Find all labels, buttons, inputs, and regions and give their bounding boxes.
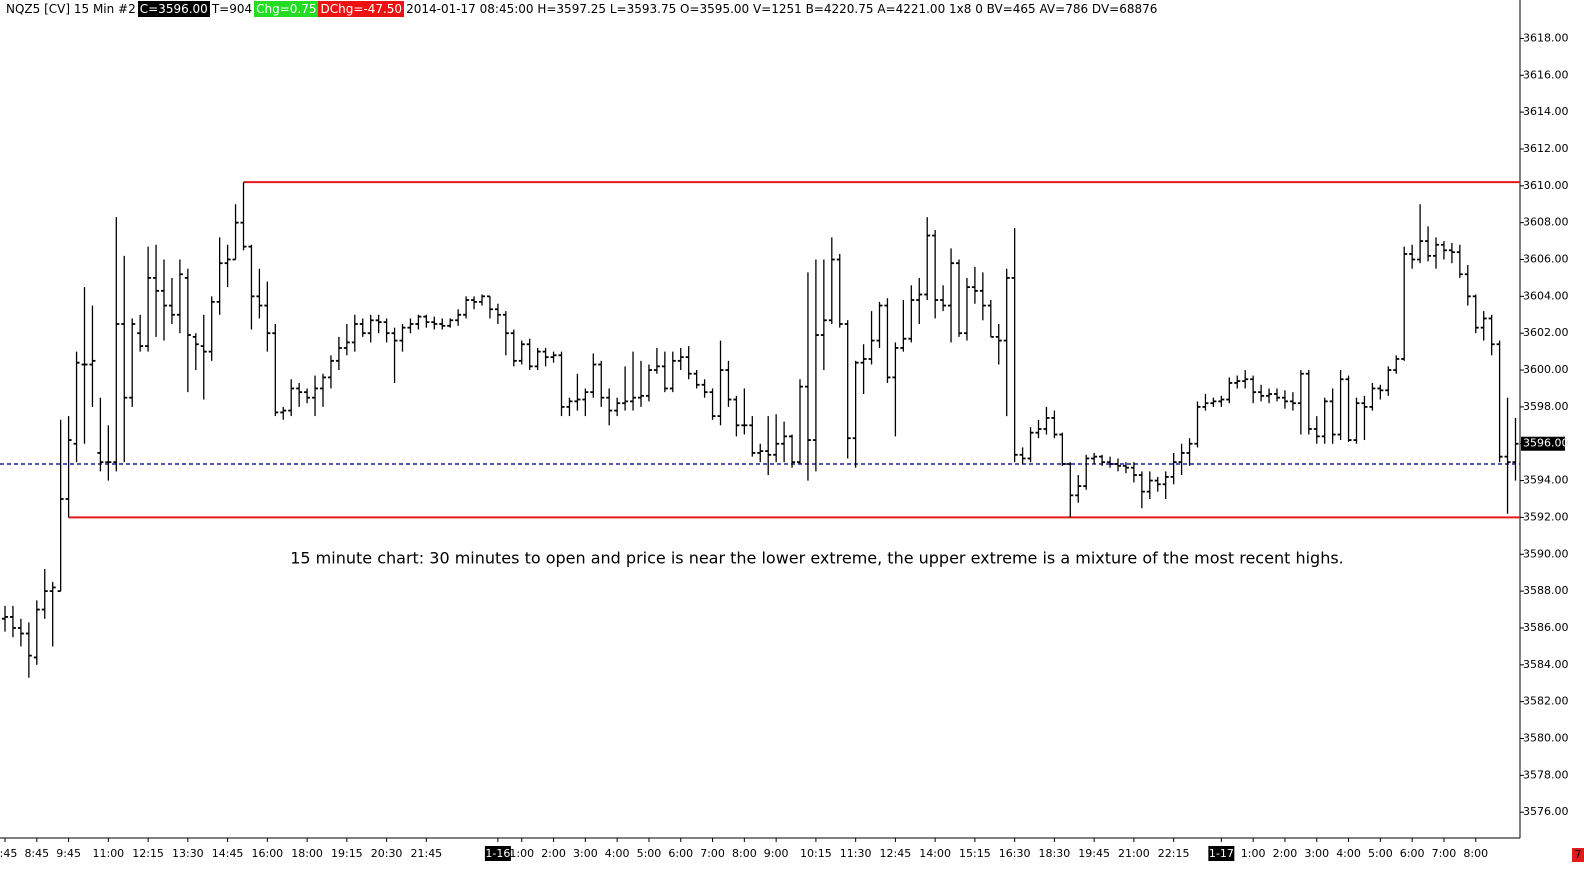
y-tick-label: 3598.00 bbox=[1523, 400, 1569, 413]
y-tick-label: 3602.00 bbox=[1523, 326, 1569, 339]
y-tick-label: 3588.00 bbox=[1523, 584, 1569, 597]
x-tick-label: 12:45 bbox=[880, 847, 912, 860]
x-tick-label: 3:00 bbox=[1304, 847, 1329, 860]
header-item: T=904 bbox=[211, 2, 253, 16]
x-tick-label: 9:45 bbox=[56, 847, 81, 860]
y-tick-label: 3582.00 bbox=[1523, 695, 1569, 708]
y-tick-label: 3590.00 bbox=[1523, 547, 1569, 560]
x-tick-label: 1-16 bbox=[485, 847, 510, 860]
y-tick-label: 3604.00 bbox=[1523, 289, 1569, 302]
x-tick-label: 5:00 bbox=[637, 847, 662, 860]
x-tick-label: 1-17 bbox=[1209, 847, 1234, 860]
x-tick-label: 8:00 bbox=[1463, 847, 1488, 860]
x-tick-label: 16:00 bbox=[251, 847, 283, 860]
x-tick-label: 13:30 bbox=[172, 847, 204, 860]
header-item: DChg=-47.50 bbox=[318, 1, 405, 17]
y-tick-label: 3592.00 bbox=[1523, 510, 1569, 523]
x-tick-label: 5:00 bbox=[1368, 847, 1393, 860]
x-tick-label: 2:00 bbox=[1273, 847, 1298, 860]
x-tick-label: 1:00 bbox=[1241, 847, 1266, 860]
date-marker-bg bbox=[484, 846, 511, 861]
x-tick-label: 15:15 bbox=[959, 847, 991, 860]
x-tick-label: 10:15 bbox=[800, 847, 832, 860]
y-tick-label: 3578.00 bbox=[1523, 768, 1569, 781]
corner-bg bbox=[1572, 848, 1584, 862]
x-tick-label: 18:00 bbox=[291, 847, 323, 860]
x-tick-label: 7:00 bbox=[700, 847, 725, 860]
y-tick-label: 3586.00 bbox=[1523, 621, 1569, 634]
y-tick-label: 3614.00 bbox=[1523, 105, 1569, 118]
y-tick-label: 3616.00 bbox=[1523, 68, 1569, 81]
y-tick-label: 3600.00 bbox=[1523, 363, 1569, 376]
x-tick-label: 7:00 bbox=[1432, 847, 1457, 860]
x-tick-label: 21:00 bbox=[1118, 847, 1150, 860]
x-tick-label: 11:30 bbox=[840, 847, 872, 860]
x-tick-label: 3:00 bbox=[573, 847, 598, 860]
y-tick-label: 3606.00 bbox=[1523, 253, 1569, 266]
y-tick-label: 3608.00 bbox=[1523, 216, 1569, 229]
header-item: NQZ5 [CV] 15 Min #2 bbox=[6, 2, 136, 16]
x-tick-label: 22:15 bbox=[1158, 847, 1190, 860]
x-tick-label: 20:30 bbox=[371, 847, 403, 860]
x-tick-label: 8:45 bbox=[24, 847, 49, 860]
x-tick-label: 8:00 bbox=[732, 847, 757, 860]
x-tick-label: 16:30 bbox=[999, 847, 1031, 860]
annotation: 15 minute chart: 30 minutes to open and … bbox=[290, 549, 1344, 568]
x-tick-label: 19:45 bbox=[1078, 847, 1110, 860]
x-tick-label: 21:45 bbox=[410, 847, 442, 860]
x-tick-label: 6:00 bbox=[668, 847, 693, 860]
y-tick-label: 3610.00 bbox=[1523, 179, 1569, 192]
x-tick-label: 14:00 bbox=[919, 847, 951, 860]
last-price-bg bbox=[1521, 436, 1565, 451]
x-tick-label: 4:00 bbox=[605, 847, 630, 860]
y-tick-label: 3618.00 bbox=[1523, 31, 1569, 44]
y-tick-label: 3576.00 bbox=[1523, 805, 1569, 818]
y-tick-label: 3584.00 bbox=[1523, 658, 1569, 671]
x-tick-label: 19:15 bbox=[331, 847, 363, 860]
x-tick-label: 7:45 bbox=[0, 847, 17, 860]
x-tick-label: 18:30 bbox=[1039, 847, 1071, 860]
date-marker-bg bbox=[1208, 846, 1235, 861]
header-bar: NQZ5 [CV] 15 Min #2 C=3596.00 T=904 Chg=0.7… bbox=[4, 1, 1159, 17]
y-tick-label: 3612.00 bbox=[1523, 142, 1569, 155]
header-item: C=3596.00 bbox=[137, 1, 210, 17]
y-tick-label: 3580.00 bbox=[1523, 732, 1569, 745]
x-tick-label: 12:15 bbox=[132, 847, 164, 860]
corner-label: 7 bbox=[1575, 848, 1582, 861]
x-tick-label: 14:45 bbox=[212, 847, 244, 860]
x-tick-label: 4:00 bbox=[1336, 847, 1361, 860]
header-item: Chg=0.75 bbox=[254, 1, 319, 17]
y-tick-label: 3594.00 bbox=[1523, 474, 1569, 487]
x-tick-label: 9:00 bbox=[764, 847, 789, 860]
x-tick-label: 1:00 bbox=[509, 847, 534, 860]
last-price-label: 3596.00 bbox=[1523, 437, 1569, 450]
x-tick-label: 11:00 bbox=[92, 847, 124, 860]
x-tick-label: 2:00 bbox=[541, 847, 566, 860]
x-tick-label: 6:00 bbox=[1400, 847, 1425, 860]
header-item: 2014-01-17 08:45:00 H=3597.25 L=3593.75 … bbox=[406, 2, 1158, 16]
